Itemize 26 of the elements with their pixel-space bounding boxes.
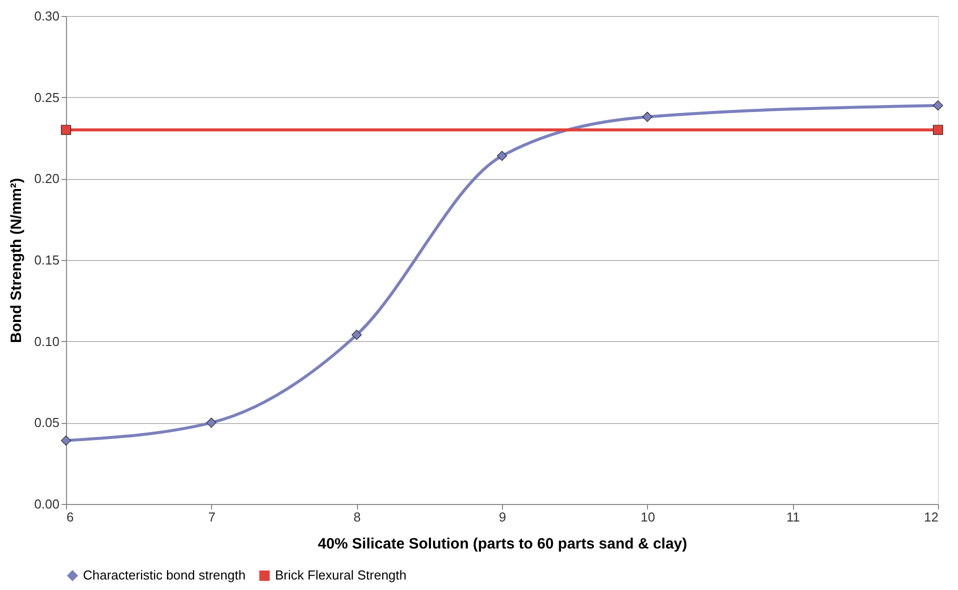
point [60,124,72,135]
point [642,112,652,122]
x-axis-title: 40% Silicate Solution (parts to 60 parts sand & clay) [318,536,688,552]
y-tick-label: 0.25 [34,90,60,105]
y-tick-label: 0.20 [34,171,60,186]
x-tick-label: 12 [924,510,938,524]
y-tick-label: 0.15 [34,252,60,268]
point [932,124,944,135]
y-tick-label: 0.30 [34,8,60,24]
y-axis-title: Bond Strength (N/mm²) [8,178,26,343]
y-tick-label: 0.10 [34,334,60,349]
legend-label: Characteristic bond strength [83,568,246,583]
x-tick-label: 8 [354,510,361,524]
point [352,330,362,340]
y-tick-label: 0.00 [34,496,60,512]
x-tick-label: 7 [208,510,216,524]
point [60,436,72,446]
y-tick-label: 0.05 [34,415,60,430]
x-tick-label: 10 [640,510,656,524]
x-tick-label: 11 [786,510,800,524]
legend-label: Brick Flexural Strength [275,568,406,583]
point [206,418,216,428]
point [932,100,944,111]
x-tick-label: 6 [66,510,74,524]
point [496,150,508,161]
x-tick-label: 9 [498,510,506,524]
